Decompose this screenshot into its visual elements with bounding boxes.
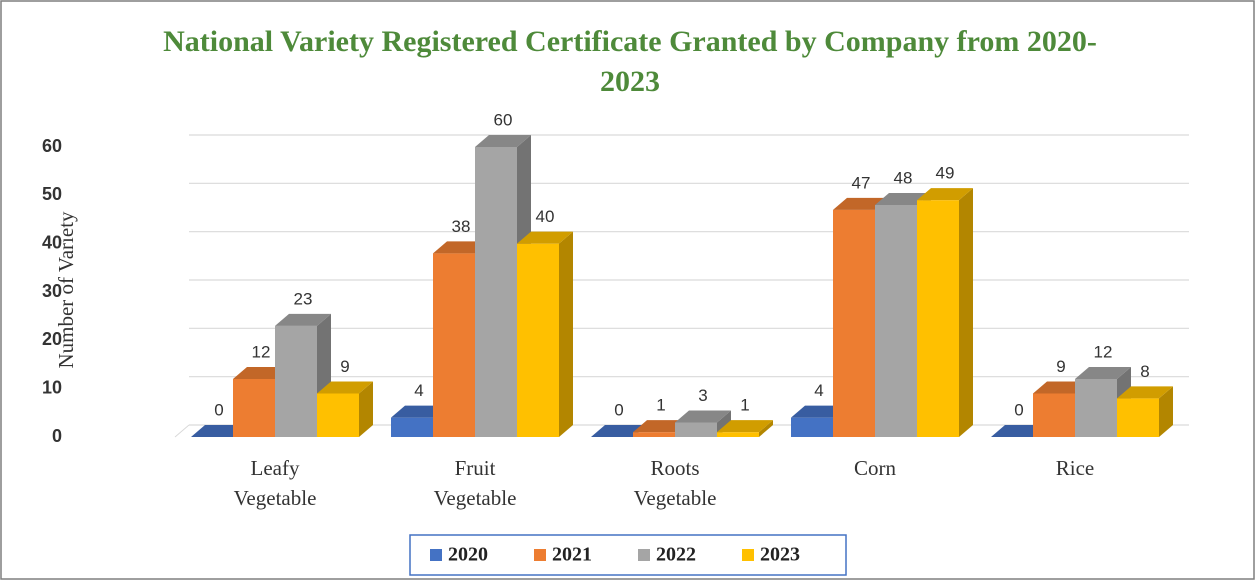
bar (475, 147, 517, 437)
bar (791, 417, 833, 437)
bar-top (317, 381, 373, 394)
bar (717, 432, 759, 437)
y-axis-label: Number of Variety (54, 211, 78, 369)
bar-top (917, 188, 973, 201)
value-label: 12 (252, 342, 271, 361)
bar (917, 200, 959, 437)
legend-label: 2022 (656, 544, 696, 566)
value-label: 9 (1056, 357, 1065, 376)
y-tick-label: 10 (42, 377, 62, 397)
bar-top (275, 313, 331, 326)
bar-group (917, 188, 973, 437)
bar-group (517, 231, 573, 437)
value-label: 12 (1094, 342, 1113, 361)
x-tick-label: Corn (854, 456, 897, 480)
value-label: 4 (414, 381, 423, 400)
bar-side (559, 231, 573, 437)
floor-edge (174, 424, 190, 438)
value-label: 47 (852, 173, 871, 192)
value-label: 38 (452, 217, 471, 236)
value-label: 1 (740, 396, 749, 415)
legend-swatch (638, 549, 650, 561)
bar (1075, 379, 1117, 437)
bar-group (675, 410, 731, 437)
bar-top (517, 231, 573, 244)
legend-swatch (742, 549, 754, 561)
bar (833, 209, 875, 437)
value-label: 60 (494, 110, 513, 129)
bar-side (1159, 386, 1173, 437)
bar-group (317, 381, 373, 437)
legend-label: 2021 (552, 544, 592, 566)
bar (233, 379, 275, 437)
bar-side (759, 420, 773, 437)
value-label: 3 (698, 386, 707, 405)
bar (1117, 398, 1159, 437)
y-tick-label: 60 (42, 136, 62, 156)
bar-group (717, 420, 773, 437)
bar-group (275, 313, 331, 437)
bar (875, 205, 917, 437)
value-label: 0 (214, 400, 223, 419)
bar-top (1075, 367, 1131, 379)
bar-side (359, 381, 373, 437)
y-tick-label: 50 (42, 184, 62, 204)
bar-group (1117, 386, 1173, 437)
bar (633, 432, 675, 437)
bar-top (475, 135, 531, 147)
value-label: 8 (1140, 362, 1149, 381)
value-label: 23 (294, 289, 313, 308)
legend-swatch (534, 549, 546, 561)
x-tick-label: Fruit Vegetable (434, 456, 517, 510)
value-label: 49 (936, 164, 955, 183)
legend-swatch (430, 549, 442, 561)
bar-top (717, 420, 773, 433)
legend-label: 2023 (760, 544, 800, 566)
bar (317, 393, 359, 437)
value-label: 9 (340, 357, 349, 376)
bar (433, 253, 475, 437)
legend-label: 2020 (448, 544, 488, 566)
value-label: 0 (1014, 400, 1023, 419)
y-tick-label: 0 (52, 426, 62, 446)
bar-side (959, 188, 973, 437)
value-label: 40 (536, 207, 555, 226)
legend-box (409, 534, 847, 576)
y-tick-label: 40 (42, 232, 62, 252)
x-tick-label: Leafy Vegetable (234, 456, 317, 510)
value-label: 48 (894, 168, 913, 187)
bar (391, 417, 433, 437)
value-label: 1 (656, 396, 665, 415)
bar (275, 325, 317, 437)
chart-title: National Variety Registered Certificate … (163, 25, 1097, 98)
value-label: 0 (614, 400, 623, 419)
x-tick-label: Roots Vegetable (634, 456, 717, 510)
value-label: 4 (814, 381, 823, 400)
y-tick-label: 20 (42, 329, 62, 349)
bar-top (675, 410, 731, 423)
y-tick-label: 30 (42, 281, 62, 301)
bar (517, 243, 559, 437)
bar-top (1117, 386, 1173, 399)
bar (1033, 393, 1075, 437)
bar (675, 422, 717, 437)
x-tick-label: Rice (1056, 456, 1094, 480)
